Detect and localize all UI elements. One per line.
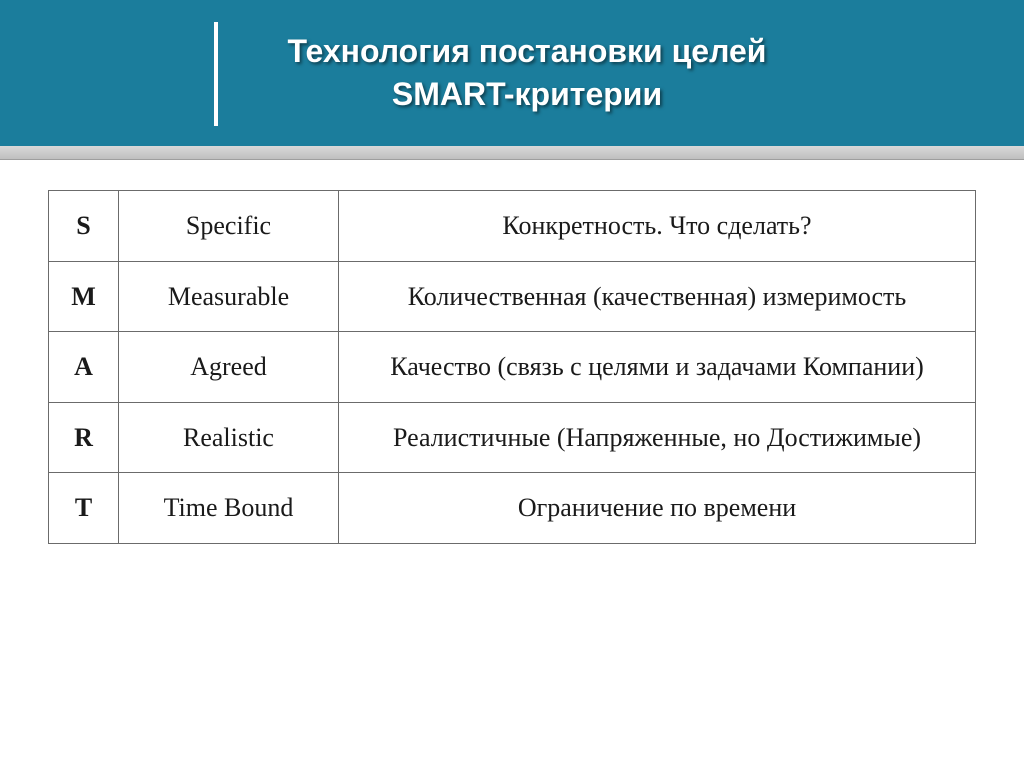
cell-description: Реалистичные (Напряженные, но Достижимые…: [339, 402, 976, 473]
cell-term: Time Bound: [119, 473, 339, 544]
slide: Технология постановки целей SMART-критер…: [0, 0, 1024, 767]
cell-letter: A: [49, 332, 119, 403]
slide-title: Технология постановки целей SMART-критер…: [258, 30, 767, 116]
cell-letter: S: [49, 191, 119, 262]
cell-term: Measurable: [119, 261, 339, 332]
cell-description: Конкретность. Что сделать?: [339, 191, 976, 262]
title-shadow-deck: [0, 146, 1024, 160]
title-accent-bar: [214, 22, 218, 126]
cell-letter: R: [49, 402, 119, 473]
table-row: R Realistic Реалистичные (Напряженные, н…: [49, 402, 976, 473]
table-row: A Agreed Качество (связь с целями и зада…: [49, 332, 976, 403]
table-row: M Measurable Количественная (качественна…: [49, 261, 976, 332]
smart-table: S Specific Конкретность. Что сделать? M …: [48, 190, 976, 544]
content-area: S Specific Конкретность. Что сделать? M …: [0, 160, 1024, 767]
table-row: S Specific Конкретность. Что сделать?: [49, 191, 976, 262]
cell-term: Specific: [119, 191, 339, 262]
title-line-1: Технология постановки целей: [288, 33, 767, 69]
title-line-2: SMART-критерии: [392, 76, 662, 112]
table-row: T Time Bound Ограничение по времени: [49, 473, 976, 544]
cell-letter: M: [49, 261, 119, 332]
cell-term: Agreed: [119, 332, 339, 403]
smart-table-body: S Specific Конкретность. Что сделать? M …: [49, 191, 976, 544]
cell-description: Количественная (качественная) измеримост…: [339, 261, 976, 332]
cell-description: Ограничение по времени: [339, 473, 976, 544]
cell-description: Качество (связь с целями и задачами Комп…: [339, 332, 976, 403]
cell-term: Realistic: [119, 402, 339, 473]
title-band: Технология постановки целей SMART-критер…: [0, 0, 1024, 146]
cell-letter: T: [49, 473, 119, 544]
